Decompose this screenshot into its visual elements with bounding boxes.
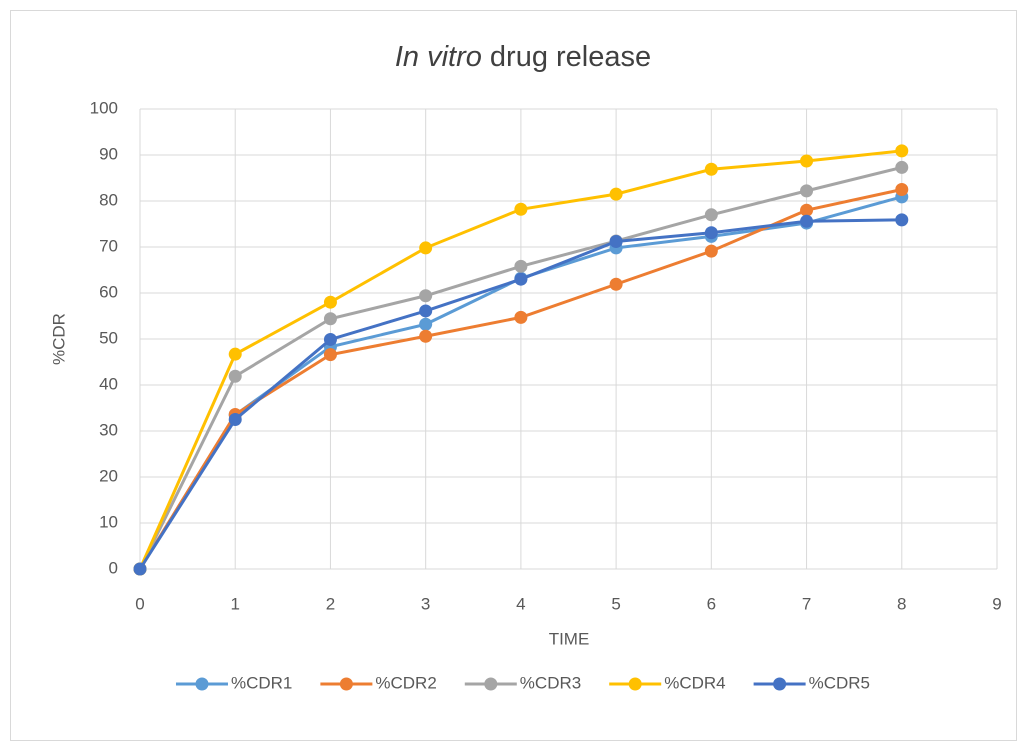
legend-label: %CDR3 [520,673,581,692]
data-point [419,289,433,303]
chart-title: In vitro drug release [395,41,651,73]
data-point [514,202,528,216]
x-tick-label: 8 [897,594,906,613]
y-tick-label: 40 [99,374,118,393]
data-point [800,184,814,198]
data-point [323,348,337,362]
legend-label: %CDR5 [809,673,870,692]
legend-label: %CDR2 [375,673,436,692]
data-point [419,317,433,331]
data-point [228,347,242,361]
legend: %CDR1 %CDR2 %CDR3 %CDR4 %CDR5 [175,673,870,692]
data-point [419,329,433,343]
legend-swatch-marker [195,677,209,691]
x-tick-label: 0 [135,594,144,613]
legend-swatch-marker [773,677,787,691]
title-run: In vitro [395,41,482,73]
data-point [609,187,623,201]
legend-label: %CDR4 [664,673,725,692]
y-tick-label: 70 [99,236,118,255]
data-point [800,203,814,217]
y-tick-label: 60 [99,282,118,301]
data-point [514,259,528,273]
data-point [800,214,814,228]
y-tick-label: 10 [99,512,118,531]
data-point [419,241,433,255]
x-tick-label: 7 [802,594,811,613]
y-tick-label: 20 [99,466,118,485]
data-point [800,154,814,168]
data-point [228,369,242,383]
data-point [704,226,718,240]
legend-swatch-marker [484,677,498,691]
y-tick-label: 90 [99,144,118,163]
y-tick-label: 0 [109,558,118,577]
x-tick-label: 1 [230,594,239,613]
x-tick-label: 3 [421,594,430,613]
data-point [704,208,718,222]
x-tick-label: 5 [611,594,620,613]
data-point [323,295,337,309]
data-point [514,272,528,286]
y-axis-title: %CDR [49,313,68,365]
legend-swatch-marker [339,677,353,691]
data-point [514,310,528,324]
data-point [609,277,623,291]
legend-swatch-marker [628,677,642,691]
data-point [895,213,909,227]
chart-border [10,10,1017,741]
x-tick-label: 9 [992,594,1001,613]
x-axis-title: TIME [549,629,590,648]
data-point [895,160,909,174]
y-tick-label: 30 [99,420,118,439]
data-point [704,162,718,176]
x-tick-label: 6 [707,594,716,613]
data-point [323,332,337,346]
x-tick-label: 2 [326,594,335,613]
y-tick-label: 80 [99,190,118,209]
data-point [895,183,909,196]
data-point [895,144,909,158]
data-point [704,244,718,258]
data-point [133,562,147,576]
data-point [323,312,337,326]
data-point [228,413,242,426]
y-tick-label: 50 [99,328,118,347]
y-tick-label: 100 [90,98,118,117]
legend-label: %CDR1 [231,673,292,692]
title-run: drug release [490,41,651,73]
x-tick-label: 4 [516,594,525,613]
data-point [609,234,623,248]
data-point [419,304,433,318]
